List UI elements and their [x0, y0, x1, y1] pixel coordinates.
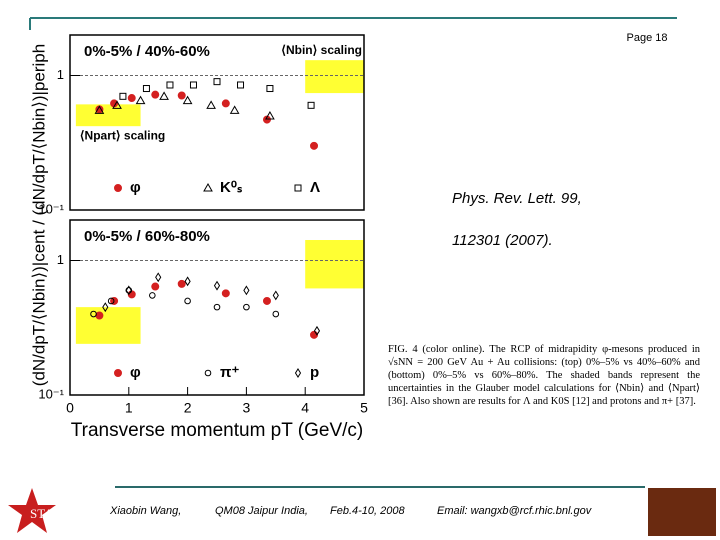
plot-frame — [69, 34, 365, 211]
point — [262, 115, 271, 124]
point — [213, 78, 221, 86]
y-tick-label: 1 — [57, 252, 64, 267]
plot-frame — [69, 219, 365, 396]
x-tick-label: 2 — [184, 400, 192, 416]
point — [151, 90, 160, 99]
point — [159, 91, 169, 100]
point — [149, 292, 156, 299]
point — [102, 302, 109, 313]
legend-marker — [114, 369, 122, 377]
point — [112, 100, 122, 109]
point — [307, 101, 315, 109]
footer-logo: STAR — [30, 506, 63, 521]
x-tick-label: 0 — [66, 400, 74, 416]
point — [243, 303, 250, 311]
point — [177, 91, 186, 100]
scaling-band — [75, 307, 141, 344]
x-tick-label: 5 — [360, 400, 368, 416]
caption: FIG. 4 (color online). The RCP of midrap… — [388, 344, 700, 407]
band-label: ⟨Npart⟩ scaling — [80, 128, 165, 142]
page-number: Page 18 — [627, 32, 668, 44]
y-tick-label: 10⁻¹ — [38, 201, 64, 216]
legend-marker — [294, 368, 302, 378]
point — [155, 272, 162, 283]
legend-marker — [203, 182, 213, 192]
panel-title: 0%-5% / 60%-80% — [84, 228, 210, 245]
x-axis-label: Transverse momentum pT (GeV/c) — [71, 420, 363, 441]
point — [221, 99, 230, 108]
footer-email: Email: wangxb@rcf.rhic.bnl.gov — [437, 505, 592, 517]
point — [125, 285, 132, 296]
point — [184, 297, 191, 305]
footer-date: Feb.4-10, 2008 — [330, 505, 405, 517]
point — [107, 297, 115, 305]
y-tick-label: 1 — [57, 67, 64, 82]
legend-label: π⁺ — [220, 364, 239, 381]
point — [189, 81, 197, 89]
point — [313, 325, 321, 336]
point — [229, 105, 240, 114]
legend-marker — [294, 184, 302, 192]
point — [213, 280, 221, 291]
x-tick-label: 3 — [243, 400, 251, 416]
point — [182, 95, 193, 105]
point — [90, 310, 97, 318]
point — [266, 85, 274, 93]
point — [119, 92, 127, 100]
point — [243, 285, 250, 296]
point — [166, 81, 174, 89]
legend-marker — [204, 369, 212, 377]
legend-label: φ — [130, 179, 141, 196]
point — [213, 303, 221, 311]
point — [262, 296, 271, 305]
scaling-band — [305, 240, 364, 289]
point — [272, 310, 280, 318]
point — [177, 279, 186, 288]
point — [94, 105, 105, 114]
point — [265, 110, 275, 120]
point — [127, 94, 136, 103]
point — [221, 289, 230, 298]
legend-label: K⁰ₛ — [220, 179, 243, 196]
point — [151, 282, 160, 291]
point — [237, 81, 245, 89]
x-tick-label: 1 — [125, 400, 133, 416]
footer-conference: QM08 Jaipur India, — [215, 505, 308, 517]
point — [272, 290, 279, 301]
point — [142, 85, 150, 93]
legend-label: p — [310, 364, 319, 381]
point — [135, 95, 146, 105]
y-tick-label: 10⁻¹ — [38, 386, 64, 401]
point — [95, 311, 104, 320]
panel-title: 0%-5% / 40%-60% — [84, 43, 210, 60]
scaling-band — [305, 60, 364, 94]
point — [310, 141, 319, 150]
point — [206, 100, 216, 109]
point — [184, 276, 191, 287]
qm-logo — [648, 488, 716, 536]
legend-marker — [114, 184, 122, 192]
reference: Phys. Rev. Lett. 99, 112301 (2007). — [452, 190, 582, 249]
y-axis-label: (dN/dpT/⟨Nbin⟩)|cent / (dN/dpT/⟨Nbin⟩)|p… — [29, 44, 48, 386]
legend-label: φ — [130, 364, 141, 381]
legend-label: Λ — [310, 179, 320, 196]
band-label: ⟨Nbin⟩ scaling — [281, 43, 362, 57]
x-tick-label: 4 — [301, 400, 309, 416]
footer-author: Xiaobin Wang, — [110, 505, 182, 517]
scaling-band — [75, 104, 141, 127]
star-logo — [8, 488, 56, 533]
